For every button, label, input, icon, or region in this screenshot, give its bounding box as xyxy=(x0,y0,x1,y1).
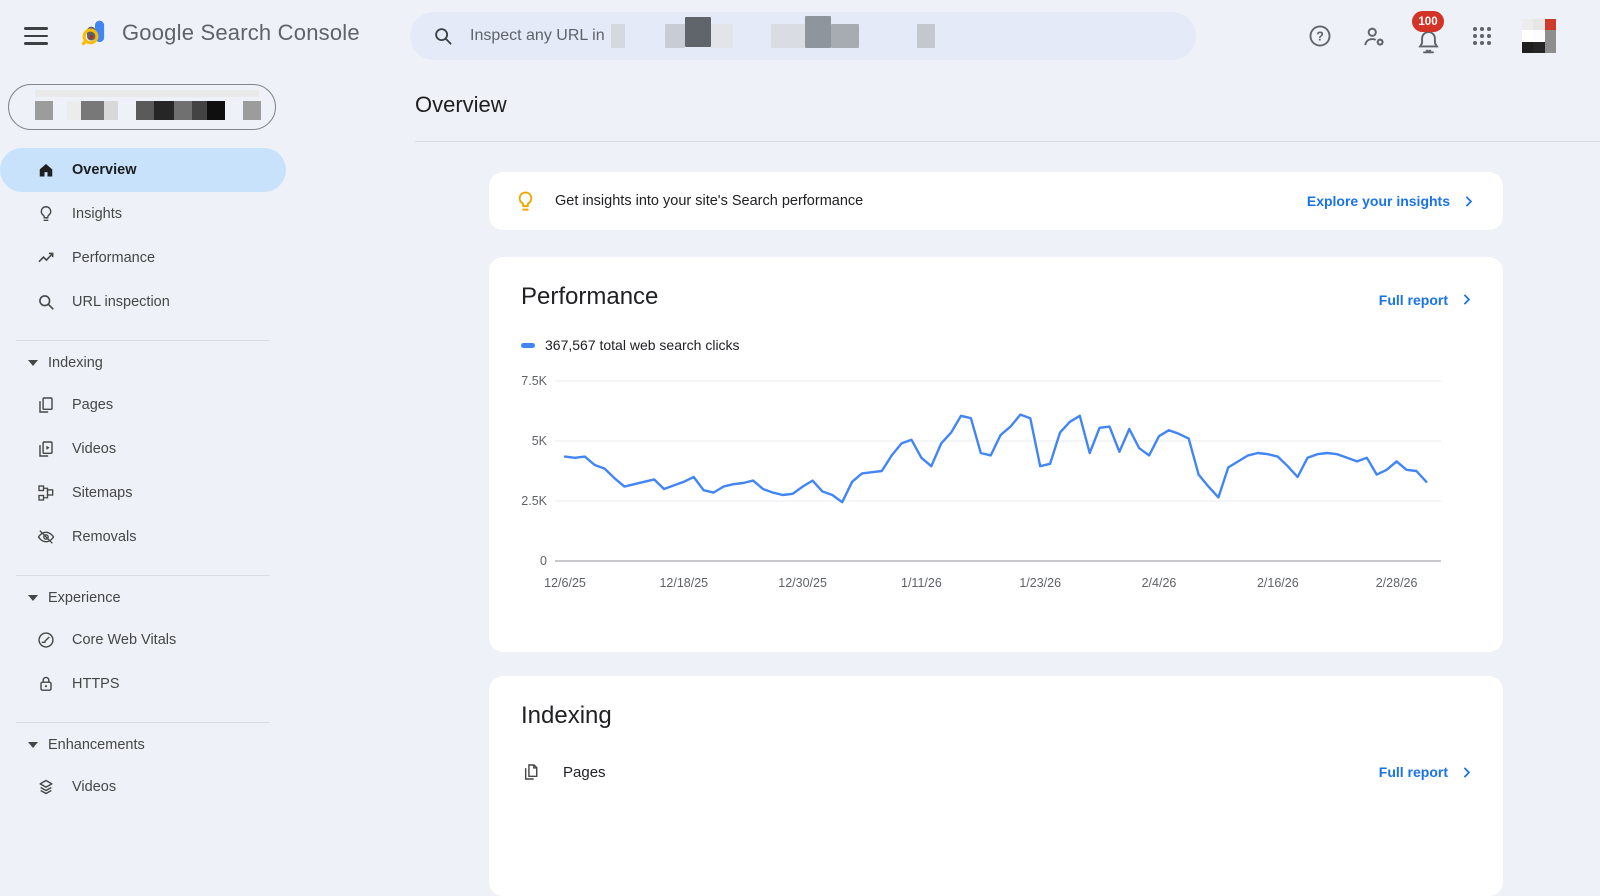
topbar: Google Search Console Inspect any URL in… xyxy=(0,0,1600,72)
trending-up-icon xyxy=(36,248,56,268)
svg-text:12/30/25: 12/30/25 xyxy=(778,576,827,590)
page-title: Overview xyxy=(415,92,507,117)
chevron-right-icon xyxy=(1465,195,1473,207)
app-title: Google Search Console xyxy=(122,20,360,45)
svg-text:2.5K: 2.5K xyxy=(521,494,547,508)
sidebar-item-label: Insights xyxy=(72,206,122,222)
sidebar-section-indexing[interactable]: Indexing xyxy=(0,343,286,383)
indexing-full-report-link[interactable]: Full report xyxy=(1379,764,1475,781)
sidebar-item-overview[interactable]: Overview xyxy=(0,148,286,192)
sidebar-item-https[interactable]: HTTPS xyxy=(0,662,286,706)
layers-icon xyxy=(36,777,56,797)
help-button[interactable]: ? xyxy=(1306,22,1334,50)
chevron-down-icon xyxy=(28,742,38,748)
clicks-chart-area: 0 2.5K 5K 7.5K 12/6/25 12/18/25 12/30/25 1/11/2… xyxy=(511,367,1475,607)
chevron-right-icon xyxy=(1463,766,1471,778)
svg-text:7.5K: 7.5K xyxy=(521,374,547,388)
svg-text:?: ? xyxy=(1316,30,1324,44)
sidebar-item-removals[interactable]: Removals xyxy=(0,515,286,559)
sidebar-section-experience[interactable]: Experience xyxy=(0,578,286,618)
explore-insights-link[interactable]: Explore your insights xyxy=(1307,193,1477,210)
redacted-property-text xyxy=(610,16,935,48)
pages-icon xyxy=(36,395,56,415)
sidebar-item-videos-enhancements[interactable]: Videos xyxy=(0,765,286,809)
performance-full-report-link[interactable]: Full report xyxy=(1379,291,1475,308)
sidebar-item-pages[interactable]: Pages xyxy=(0,383,286,427)
property-selector[interactable] xyxy=(8,84,276,130)
sidebar: Overview Insights Performance URL inspec… xyxy=(0,72,286,832)
sidebar-item-core-web-vitals[interactable]: Core Web Vitals xyxy=(0,618,286,662)
avatar[interactable] xyxy=(1522,19,1556,53)
divider xyxy=(415,141,1600,142)
insights-banner-text: Get insights into your site's Search per… xyxy=(555,193,864,209)
svg-text:2/4/26: 2/4/26 xyxy=(1142,576,1177,590)
indexing-card: Indexing Pages Full report xyxy=(489,676,1503,896)
performance-card: Performance Full report 367,567 total we… xyxy=(489,257,1503,652)
sidebar-item-label: URL inspection xyxy=(72,294,170,310)
performance-card-title: Performance xyxy=(521,283,659,310)
lightbulb-icon xyxy=(36,204,56,224)
search-console-logo-icon xyxy=(80,18,110,48)
sidebar-item-sitemaps[interactable]: Sitemaps xyxy=(0,471,286,515)
sidebar-item-videos-indexing[interactable]: Videos xyxy=(0,427,286,471)
svg-text:0: 0 xyxy=(540,554,547,568)
sidebar-item-performance[interactable]: Performance xyxy=(0,236,286,280)
app-logo[interactable]: Google Search Console xyxy=(80,18,360,48)
google-apps-button[interactable] xyxy=(1468,22,1496,50)
svg-text:12/6/25: 12/6/25 xyxy=(544,576,586,590)
sitemap-icon xyxy=(36,483,56,503)
insights-banner: Get insights into your site's Search per… xyxy=(489,172,1503,230)
redacted-property-strip xyxy=(35,90,259,97)
sidebar-item-url-inspection[interactable]: URL inspection xyxy=(0,280,286,324)
redacted-property-name xyxy=(35,101,261,120)
account-settings-button[interactable] xyxy=(1360,22,1388,50)
bell-icon xyxy=(1415,28,1442,55)
home-icon xyxy=(36,160,56,180)
svg-text:5K: 5K xyxy=(532,434,548,448)
performance-chart: 0 2.5K 5K 7.5K 12/6/25 12/18/25 12/30/25 1/11/2… xyxy=(521,374,1441,590)
svg-text:2/28/26: 2/28/26 xyxy=(1376,576,1418,590)
notification-count-badge: 100 xyxy=(1412,11,1444,32)
search-icon xyxy=(36,292,56,312)
notifications-button[interactable]: 100 xyxy=(1412,11,1444,53)
indexing-row-label: Pages xyxy=(563,763,606,781)
indexing-pages-row: Pages Full report xyxy=(521,756,1475,788)
eye-off-icon xyxy=(36,527,56,547)
legend-dash xyxy=(521,342,535,348)
sidebar-item-label: Overview xyxy=(72,162,137,178)
clicks-legend-chip[interactable]: 367,567 total web search clicks xyxy=(521,337,1475,353)
user-gear-icon xyxy=(1361,23,1388,50)
lightbulb-icon xyxy=(513,189,538,214)
divider xyxy=(16,722,270,723)
chevron-down-icon xyxy=(28,595,38,601)
gauge-icon xyxy=(36,630,56,650)
video-pages-icon xyxy=(36,439,56,459)
indexing-card-title: Indexing xyxy=(521,702,612,729)
help-icon: ? xyxy=(1307,23,1333,49)
pages-icon xyxy=(521,762,541,782)
lock-icon xyxy=(36,674,56,694)
svg-text:2/16/26: 2/16/26 xyxy=(1257,576,1299,590)
divider xyxy=(16,575,270,576)
chevron-down-icon xyxy=(28,360,38,366)
sidebar-section-enhancements[interactable]: Enhancements xyxy=(0,725,286,765)
topbar-actions: ? 100 xyxy=(1306,0,1556,72)
menu-icon[interactable] xyxy=(24,24,52,48)
search-icon xyxy=(432,25,454,47)
svg-text:1/23/26: 1/23/26 xyxy=(1019,576,1061,590)
svg-text:12/18/25: 12/18/25 xyxy=(659,576,708,590)
legend-label: 367,567 total web search clicks xyxy=(545,337,740,353)
chevron-right-icon xyxy=(1463,294,1471,305)
sidebar-item-insights[interactable]: Insights xyxy=(0,192,286,236)
svg-text:1/11/26: 1/11/26 xyxy=(901,576,942,590)
url-inspection-searchbar[interactable]: Inspect any URL in xyxy=(410,12,1196,60)
divider xyxy=(16,340,270,341)
apps-grid-icon xyxy=(1470,24,1494,48)
search-placeholder: Inspect any URL in xyxy=(470,27,605,44)
sidebar-item-label: Performance xyxy=(72,250,156,266)
